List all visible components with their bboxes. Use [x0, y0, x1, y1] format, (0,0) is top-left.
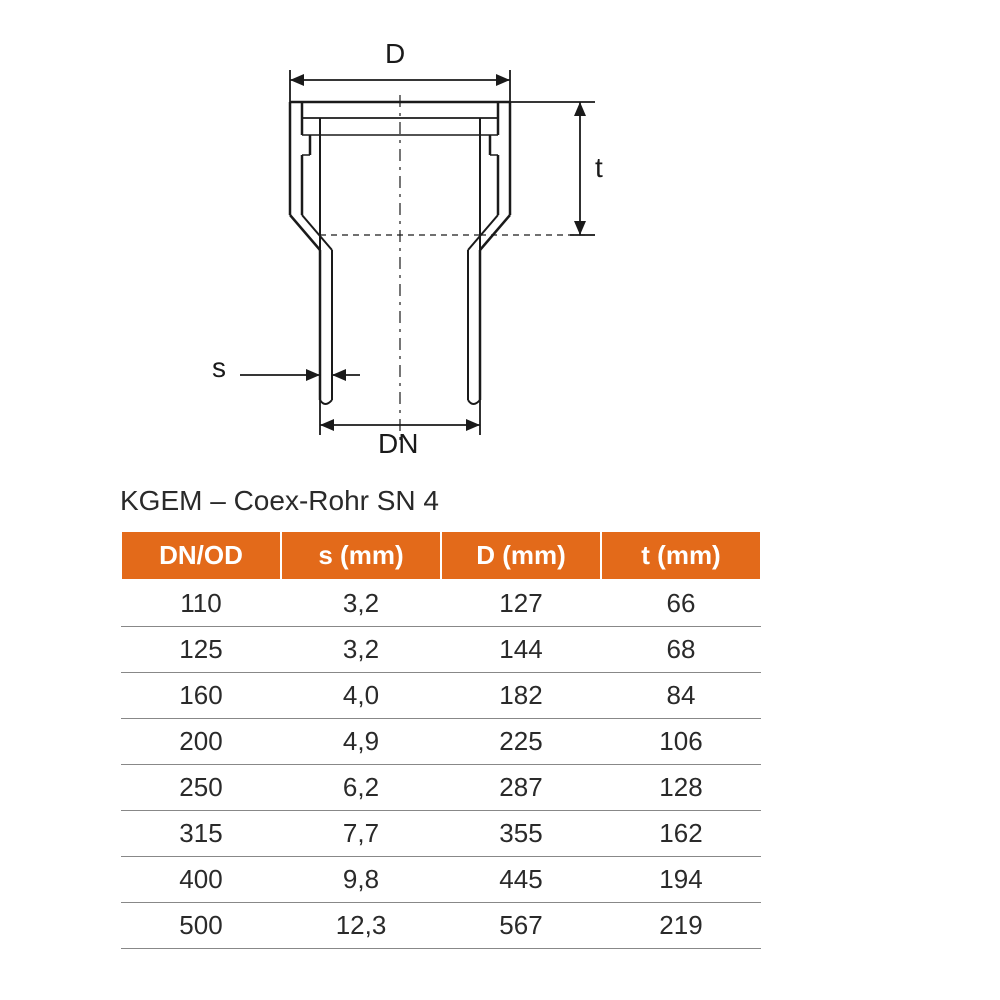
table-cell: 6,2 [281, 765, 441, 811]
table-row: 2004,9225106 [121, 719, 761, 765]
table-cell: 84 [601, 673, 761, 719]
table-cell: 12,3 [281, 903, 441, 949]
table-cell: 106 [601, 719, 761, 765]
table-cell: 567 [441, 903, 601, 949]
table-header-row: DN/OD s (mm) D (mm) t (mm) [121, 531, 761, 580]
table-row: 1103,212766 [121, 580, 761, 627]
table-cell: 315 [121, 811, 281, 857]
table-cell: 200 [121, 719, 281, 765]
table-cell: 110 [121, 580, 281, 627]
table-cell: 144 [441, 627, 601, 673]
table-cell: 125 [121, 627, 281, 673]
col-header: D (mm) [441, 531, 601, 580]
table-row: 3157,7355162 [121, 811, 761, 857]
table-cell: 219 [601, 903, 761, 949]
col-header: s (mm) [281, 531, 441, 580]
spec-table: DN/OD s (mm) D (mm) t (mm) 1103,21276612… [120, 530, 762, 949]
dim-label-DN: DN [378, 428, 418, 460]
table-row: 4009,8445194 [121, 857, 761, 903]
table-cell: 127 [441, 580, 601, 627]
table-cell: 194 [601, 857, 761, 903]
dim-label-D: D [385, 38, 405, 70]
table-cell: 287 [441, 765, 601, 811]
table-title: KGEM – Coex-Rohr SN 4 [120, 485, 439, 517]
dim-label-s: s [212, 352, 226, 384]
table-row: 50012,3567219 [121, 903, 761, 949]
table-cell: 500 [121, 903, 281, 949]
table-row: 1253,214468 [121, 627, 761, 673]
col-header: t (mm) [601, 531, 761, 580]
table-cell: 4,0 [281, 673, 441, 719]
col-header: DN/OD [121, 531, 281, 580]
table-cell: 128 [601, 765, 761, 811]
table-cell: 3,2 [281, 627, 441, 673]
table-cell: 445 [441, 857, 601, 903]
table-cell: 250 [121, 765, 281, 811]
table-row: 2506,2287128 [121, 765, 761, 811]
table-cell: 9,8 [281, 857, 441, 903]
dim-label-t: t [595, 152, 603, 184]
table-cell: 225 [441, 719, 601, 765]
table-cell: 182 [441, 673, 601, 719]
table-cell: 4,9 [281, 719, 441, 765]
pipe-diagram: D t s DN [180, 40, 680, 450]
table-cell: 355 [441, 811, 601, 857]
table-cell: 3,2 [281, 580, 441, 627]
table-cell: 68 [601, 627, 761, 673]
table-cell: 66 [601, 580, 761, 627]
table-cell: 400 [121, 857, 281, 903]
table-cell: 7,7 [281, 811, 441, 857]
table-cell: 162 [601, 811, 761, 857]
table-row: 1604,018284 [121, 673, 761, 719]
table-cell: 160 [121, 673, 281, 719]
